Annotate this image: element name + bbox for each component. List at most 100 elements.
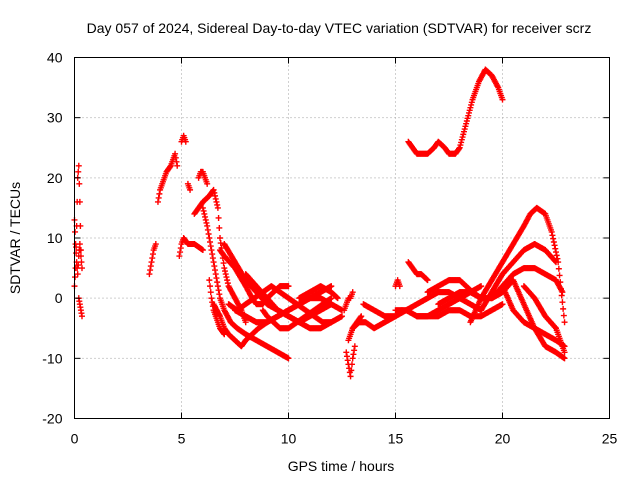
- data-point: [220, 260, 227, 267]
- data-point: [212, 195, 219, 202]
- data-point: [349, 289, 356, 296]
- series-s5: [154, 150, 181, 205]
- data-point: [552, 258, 559, 265]
- data-point: [173, 158, 180, 165]
- data-point: [200, 207, 207, 214]
- data-point: [555, 265, 562, 272]
- data-point: [208, 247, 215, 254]
- data-point: [147, 263, 154, 270]
- series-s34: [478, 241, 559, 314]
- data-point: [334, 295, 341, 302]
- data-point: [211, 189, 218, 196]
- data-point: [351, 347, 358, 354]
- data-point: [210, 259, 217, 266]
- data-point: [559, 299, 566, 306]
- data-point: [211, 263, 218, 270]
- data-point: [350, 351, 357, 358]
- data-point: [344, 357, 351, 364]
- data-point: [222, 271, 229, 278]
- data-point: [328, 295, 335, 302]
- data-point: [207, 239, 214, 246]
- x-tick-label: 20: [495, 431, 511, 447]
- data-point: [216, 224, 223, 231]
- data-point: [199, 247, 206, 254]
- x-tick-label: 15: [388, 431, 404, 447]
- data-point: [204, 226, 211, 233]
- data-point: [155, 194, 162, 201]
- data-point: [209, 255, 216, 262]
- data-point: [174, 162, 181, 169]
- data-point: [348, 367, 355, 374]
- data-point: [548, 228, 555, 235]
- data-point: [224, 277, 231, 284]
- data-point: [553, 252, 560, 259]
- data-point: [215, 287, 222, 294]
- data-point: [216, 291, 223, 298]
- data-point: [76, 241, 83, 248]
- data-point: [285, 283, 292, 290]
- data-point: [339, 313, 345, 320]
- data-point: [72, 274, 79, 281]
- data-point: [242, 319, 249, 326]
- series-s10: [191, 186, 249, 326]
- x-tick-label: 0: [71, 431, 79, 447]
- data-point: [187, 186, 194, 193]
- data-point: [77, 247, 84, 254]
- data-point: [221, 265, 228, 272]
- data-point: [559, 289, 566, 296]
- data-point: [77, 253, 84, 260]
- x-tick-label: 5: [178, 431, 186, 447]
- series-s27: [405, 259, 431, 284]
- data-point: [478, 283, 485, 290]
- data-point: [499, 301, 506, 308]
- data-point: [553, 259, 559, 266]
- series-s20: [296, 283, 341, 302]
- data-point: [347, 373, 354, 380]
- data-point: [214, 279, 221, 286]
- data-point: [177, 245, 184, 252]
- data-point: [223, 274, 230, 281]
- data-point: [561, 349, 568, 356]
- data-point: [207, 289, 214, 296]
- data-point: [553, 249, 559, 256]
- data-point: [75, 162, 82, 169]
- data-point: [212, 267, 219, 274]
- series-s6: [178, 132, 189, 145]
- data-point: [455, 145, 462, 152]
- data-point: [202, 213, 209, 220]
- data-point: [215, 214, 222, 221]
- data-point: [74, 271, 81, 278]
- data-point: [348, 361, 355, 368]
- y-tick-label: 20: [47, 170, 63, 186]
- data-point: [156, 190, 163, 197]
- series-s26: [392, 277, 403, 290]
- series-s19: [259, 295, 335, 332]
- series-s21: [343, 343, 358, 380]
- y-tick-label: -20: [42, 411, 62, 427]
- data-point: [213, 275, 220, 282]
- data-point: [208, 295, 215, 302]
- series-s7: [176, 235, 206, 260]
- data-point: [75, 168, 82, 175]
- data-point: [152, 241, 159, 248]
- data-point: [212, 271, 219, 278]
- data-point: [76, 180, 83, 187]
- data-point: [154, 198, 161, 205]
- data-point: [172, 154, 179, 161]
- data-point: [499, 96, 506, 103]
- data-point: [204, 180, 211, 187]
- y-axis-label: SDTVAR / TECUs: [7, 182, 23, 294]
- data-point: [75, 262, 82, 269]
- axis-ticks: 0 5 10 15 20 25 -20 -10 0 10 20 30 40: [42, 50, 617, 447]
- data-point: [357, 314, 364, 321]
- data-point: [199, 204, 206, 211]
- series-s32: [405, 66, 506, 157]
- data-point: [550, 239, 557, 246]
- data-point: [147, 267, 154, 274]
- x-tick-label: 25: [602, 431, 618, 447]
- data-point: [351, 343, 358, 350]
- data-point: [207, 243, 214, 250]
- data-point: [201, 210, 208, 217]
